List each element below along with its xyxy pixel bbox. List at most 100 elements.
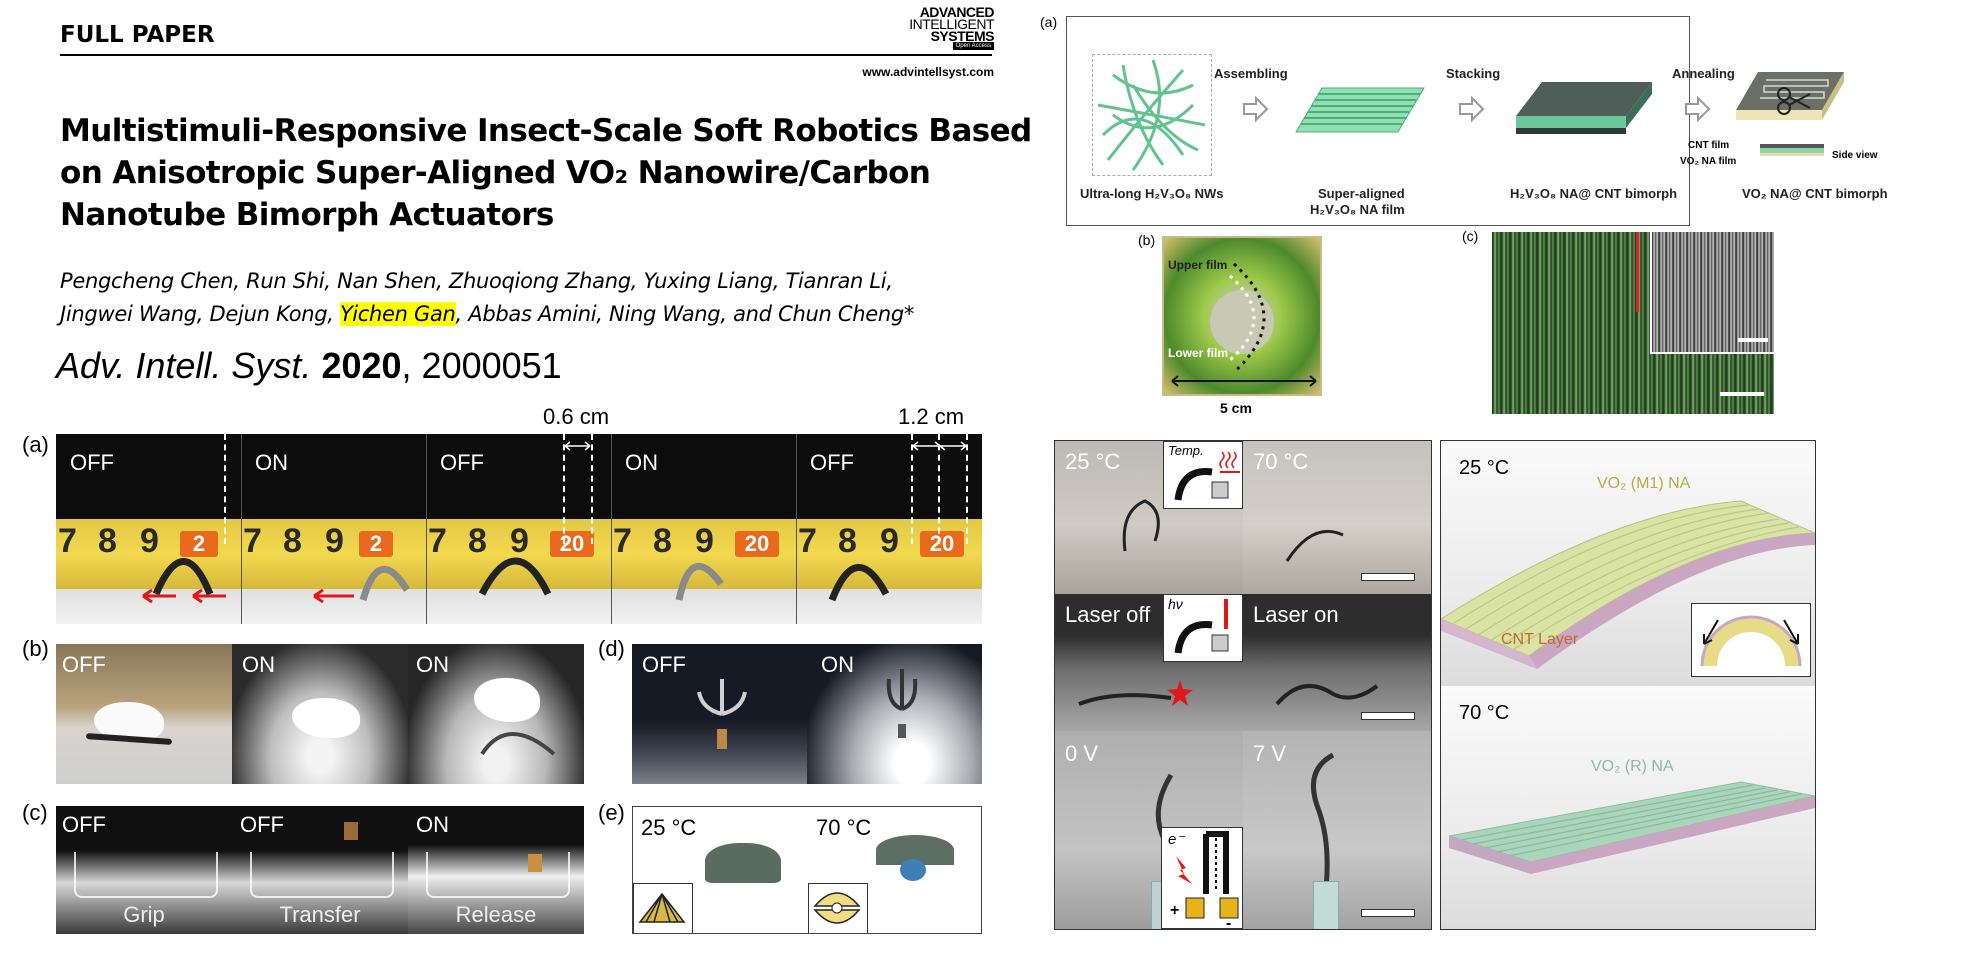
panel-c-label: (c) bbox=[22, 800, 48, 825]
aligned-film bbox=[1292, 80, 1428, 140]
panel-d-strip: OFF ON bbox=[632, 644, 982, 784]
panel-d-label: (d) bbox=[598, 636, 625, 661]
state-label: OFF bbox=[62, 812, 106, 837]
render-temp-label: 70 °C bbox=[1459, 702, 1510, 724]
voltage-inset: e⁻ + - bbox=[1161, 827, 1243, 929]
title-line-2: on Anisotropic Super-Aligned VO₂ Nanowir… bbox=[60, 155, 931, 191]
glass-container bbox=[426, 852, 570, 898]
state-label: OFF bbox=[240, 812, 284, 837]
state-label: OFF bbox=[440, 450, 484, 475]
caption-release: Release bbox=[455, 902, 537, 927]
right-panel-a-label: (a) bbox=[1040, 14, 1058, 30]
state-label: ON bbox=[255, 450, 288, 475]
gripped-object bbox=[344, 822, 358, 840]
laser-spot-icon bbox=[1167, 680, 1193, 706]
cell-label: 7 V bbox=[1253, 741, 1287, 766]
tape-number: 9 bbox=[510, 522, 529, 560]
dotted-arc bbox=[1229, 262, 1266, 374]
panel-b-frame-1: OFF bbox=[56, 644, 232, 784]
panel-c-frame-2: OFF Transfer bbox=[232, 806, 408, 934]
state-label: ON bbox=[242, 652, 275, 677]
scissors-icon bbox=[1777, 87, 1811, 115]
hanging-gripper bbox=[697, 679, 747, 749]
cotton-object bbox=[292, 698, 360, 738]
micrograph-inset bbox=[1650, 232, 1774, 354]
step-stacking: Stacking bbox=[1446, 66, 1501, 81]
caption-vo2-bimorph: VO₂ NA@ CNT bimorph bbox=[1742, 186, 1888, 201]
tape-number: 8 bbox=[653, 522, 672, 560]
caption-aligned-2: H₂V₃O₈ NA film bbox=[1310, 202, 1405, 217]
actuator-strip bbox=[1122, 499, 1160, 552]
cell-label: 0 V bbox=[1065, 741, 1099, 766]
laser-inset: hν bbox=[1163, 594, 1243, 662]
bimorph-stack bbox=[1508, 76, 1658, 146]
state-label: OFF bbox=[810, 450, 854, 475]
citation-id: , 2000051 bbox=[401, 345, 562, 386]
scale-bar bbox=[1361, 712, 1415, 720]
cell-laser-off: Laser off hν bbox=[1055, 594, 1243, 731]
logo-line-4: Open Access bbox=[952, 42, 994, 50]
header-rule bbox=[60, 54, 992, 56]
step-annealing: Annealing bbox=[1672, 66, 1735, 81]
pearl-object bbox=[900, 859, 926, 881]
right-panel-c-label: (c) bbox=[1462, 228, 1479, 244]
caption-bimorph: H₂V₃O₈ NA@ CNT bimorph bbox=[1510, 186, 1678, 201]
step-assembling: Assembling bbox=[1214, 66, 1288, 81]
divider-line bbox=[563, 434, 565, 544]
authors-before: Jingwei Wang, Dejun Kong, bbox=[60, 302, 341, 326]
frame-border bbox=[611, 434, 612, 624]
tape-number: 9 bbox=[695, 522, 714, 560]
state-label: OFF bbox=[62, 652, 106, 677]
tape-number: 7 bbox=[58, 522, 77, 560]
logo-line-1: ADVANCED bbox=[919, 4, 995, 20]
logo-line-2: INTELLIGENT bbox=[909, 16, 994, 32]
highlighted-author: Yichen Gan bbox=[340, 302, 456, 326]
cell-7v: 7 V bbox=[1243, 731, 1431, 929]
tape-tag: 2 bbox=[180, 531, 218, 557]
scale-label-1: 0.6 cm bbox=[543, 404, 610, 429]
right-arrow-icon bbox=[1459, 95, 1485, 123]
panel-c-strip: OFF Grip OFF Transfer ON Release bbox=[56, 806, 584, 934]
caption-transfer: Transfer bbox=[279, 902, 361, 927]
actuator-strip bbox=[1078, 693, 1172, 706]
panel-a-frame-3: 7 8 9 20 OFF bbox=[426, 434, 611, 624]
citation-journal: Adv. Intell. Syst. bbox=[56, 345, 312, 386]
caption-nws: Ultra-long H₂V₃O₈ NWs bbox=[1080, 186, 1224, 201]
frame-border bbox=[796, 434, 797, 624]
state-label: OFF bbox=[642, 652, 686, 677]
render-70c: 70 °C VO₂ (R) NA bbox=[1441, 686, 1815, 929]
panel-a-strip: 7 8 9 2 OFF 7 8 9 2 ON 7 8 9 20 OFF 7 8 … bbox=[56, 434, 982, 624]
scale-5cm: 5 cm bbox=[1220, 400, 1252, 416]
tape-number: 9 bbox=[880, 522, 899, 560]
lower-film-label: Lower film bbox=[1168, 346, 1229, 360]
title-line-1: Multistimuli-Responsive Insect-Scale Sof… bbox=[60, 113, 1032, 149]
nanowire-bundle bbox=[1092, 54, 1212, 176]
journal-logo: ADVANCED INTELLIGENT SYSTEMS Open Access bbox=[894, 4, 995, 50]
side-label-vo2: VO₂ NA film bbox=[1680, 156, 1737, 167]
vo2-m1-label: VO₂ (M1) NA bbox=[1597, 475, 1691, 492]
state-label: ON bbox=[416, 652, 449, 677]
actuator-strip bbox=[1310, 752, 1335, 912]
panel-e-label: (e) bbox=[598, 800, 625, 825]
tape-tag: 2 bbox=[359, 531, 393, 557]
actuator-strip bbox=[675, 562, 724, 601]
panel-b-label: (b) bbox=[22, 636, 49, 661]
frame-border bbox=[426, 434, 427, 624]
hanging-gripper bbox=[886, 669, 918, 738]
panel-b-frame-2: ON bbox=[232, 644, 408, 784]
panel-c-frame-3: ON Release bbox=[408, 806, 584, 934]
panel-b-strip: OFF ON ON bbox=[56, 644, 584, 784]
scale-bar-inset bbox=[1738, 338, 1768, 342]
released-object bbox=[528, 854, 542, 872]
stimulus-grid: 25 °C Temp. 70 °C Laser off hν Laser on … bbox=[1054, 440, 1432, 930]
panel-b-frame-3: ON bbox=[408, 644, 584, 784]
actuator-strip bbox=[480, 732, 556, 756]
state-label: OFF bbox=[70, 450, 114, 475]
divider-line bbox=[911, 434, 913, 544]
scale-bar bbox=[1720, 392, 1764, 396]
actuator-strip bbox=[828, 563, 890, 602]
author-list: Pengcheng Chen, Run Shi, Nan Shen, Zhuoq… bbox=[60, 265, 914, 331]
section-heading: FULL PAPER bbox=[60, 22, 215, 48]
cell-0v: 0 V e⁻ + - bbox=[1055, 731, 1243, 929]
state-label: 70 °C bbox=[816, 815, 872, 840]
